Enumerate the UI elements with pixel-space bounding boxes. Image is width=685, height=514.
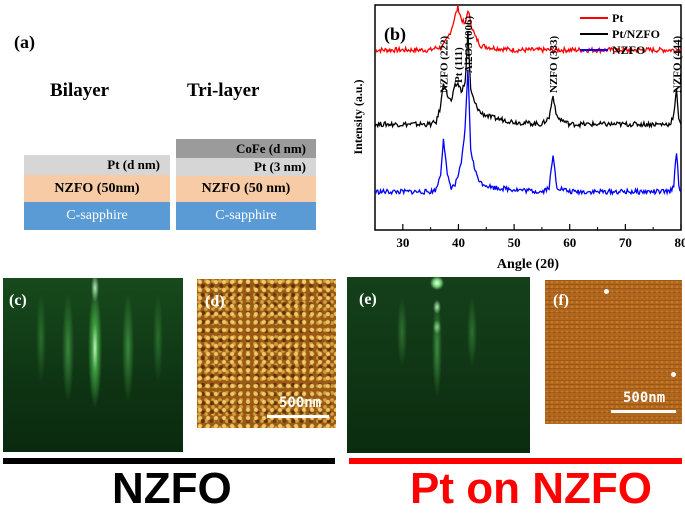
panel-b-label: (b) [384, 24, 406, 45]
afm-image-nzfo: (d) 500nm [197, 279, 336, 428]
afm-particle [604, 289, 609, 294]
scale-bar-d [267, 415, 329, 418]
bilayer-pt-layer: Pt (d nm) [24, 155, 170, 175]
trilayer-cofe-layer: CoFe (d nm) [176, 139, 316, 158]
trilayer-pt-layer: Pt (3 nm) [176, 158, 316, 176]
rheed-image-pt-on-nzfo: (e) [347, 277, 530, 453]
scale-bar-f [611, 410, 676, 413]
legend-label: Pt/NZFO [612, 27, 660, 41]
x-tick-label: 80 [675, 235, 685, 250]
legend-label: NZFO [612, 43, 645, 57]
peak-annotation: NZFO (444) [672, 36, 684, 93]
y-axis-label: Intensity (a.u.) [351, 79, 365, 154]
peak-annotation: NZFO (333) [548, 36, 560, 93]
trilayer-title: Tri-layer [187, 80, 259, 102]
afm-image-pt-on-nzfo: (f) 500nm [545, 280, 682, 424]
panel-d-label: (d) [205, 293, 225, 311]
panel-e-label: (e) [359, 291, 377, 309]
pt-on-nzfo-caption: Pt on NZFO [410, 464, 652, 514]
peak-annotation: NZFO (222) [438, 36, 450, 93]
x-tick-label: 30 [396, 235, 409, 250]
legend-label: Pt [612, 11, 623, 25]
panel-f-label: (f) [553, 292, 569, 310]
bilayer-nzfo-layer: NZFO (50nm) [24, 175, 170, 202]
series-line-nzfo [375, 70, 681, 195]
trilayer-nzfo-layer: NZFO (50 nm) [176, 176, 316, 202]
x-tick-label: 70 [619, 235, 632, 250]
x-tick-label: 60 [563, 235, 576, 250]
bilayer-sapphire-layer: C-sapphire [24, 202, 170, 230]
trilayer-sapphire-layer: C-sapphire [176, 202, 316, 230]
bilayer-title: Bilayer [50, 80, 109, 102]
scale-bar-label-d: 500nm [279, 395, 321, 411]
nzfo-caption: NZFO [112, 464, 232, 514]
afm-particle [671, 372, 676, 377]
x-tick-label: 40 [452, 235, 465, 250]
rheed-image-nzfo: (c) [3, 278, 183, 452]
x-tick-label: 50 [508, 235, 521, 250]
peak-annotation: Al2O3 (006) [463, 16, 475, 73]
x-axis-label: Angle (2θ) [497, 257, 559, 272]
panel-a-label: (a) [14, 32, 35, 53]
panel-c-label: (c) [9, 292, 27, 310]
scale-bar-label-f: 500nm [623, 390, 665, 406]
